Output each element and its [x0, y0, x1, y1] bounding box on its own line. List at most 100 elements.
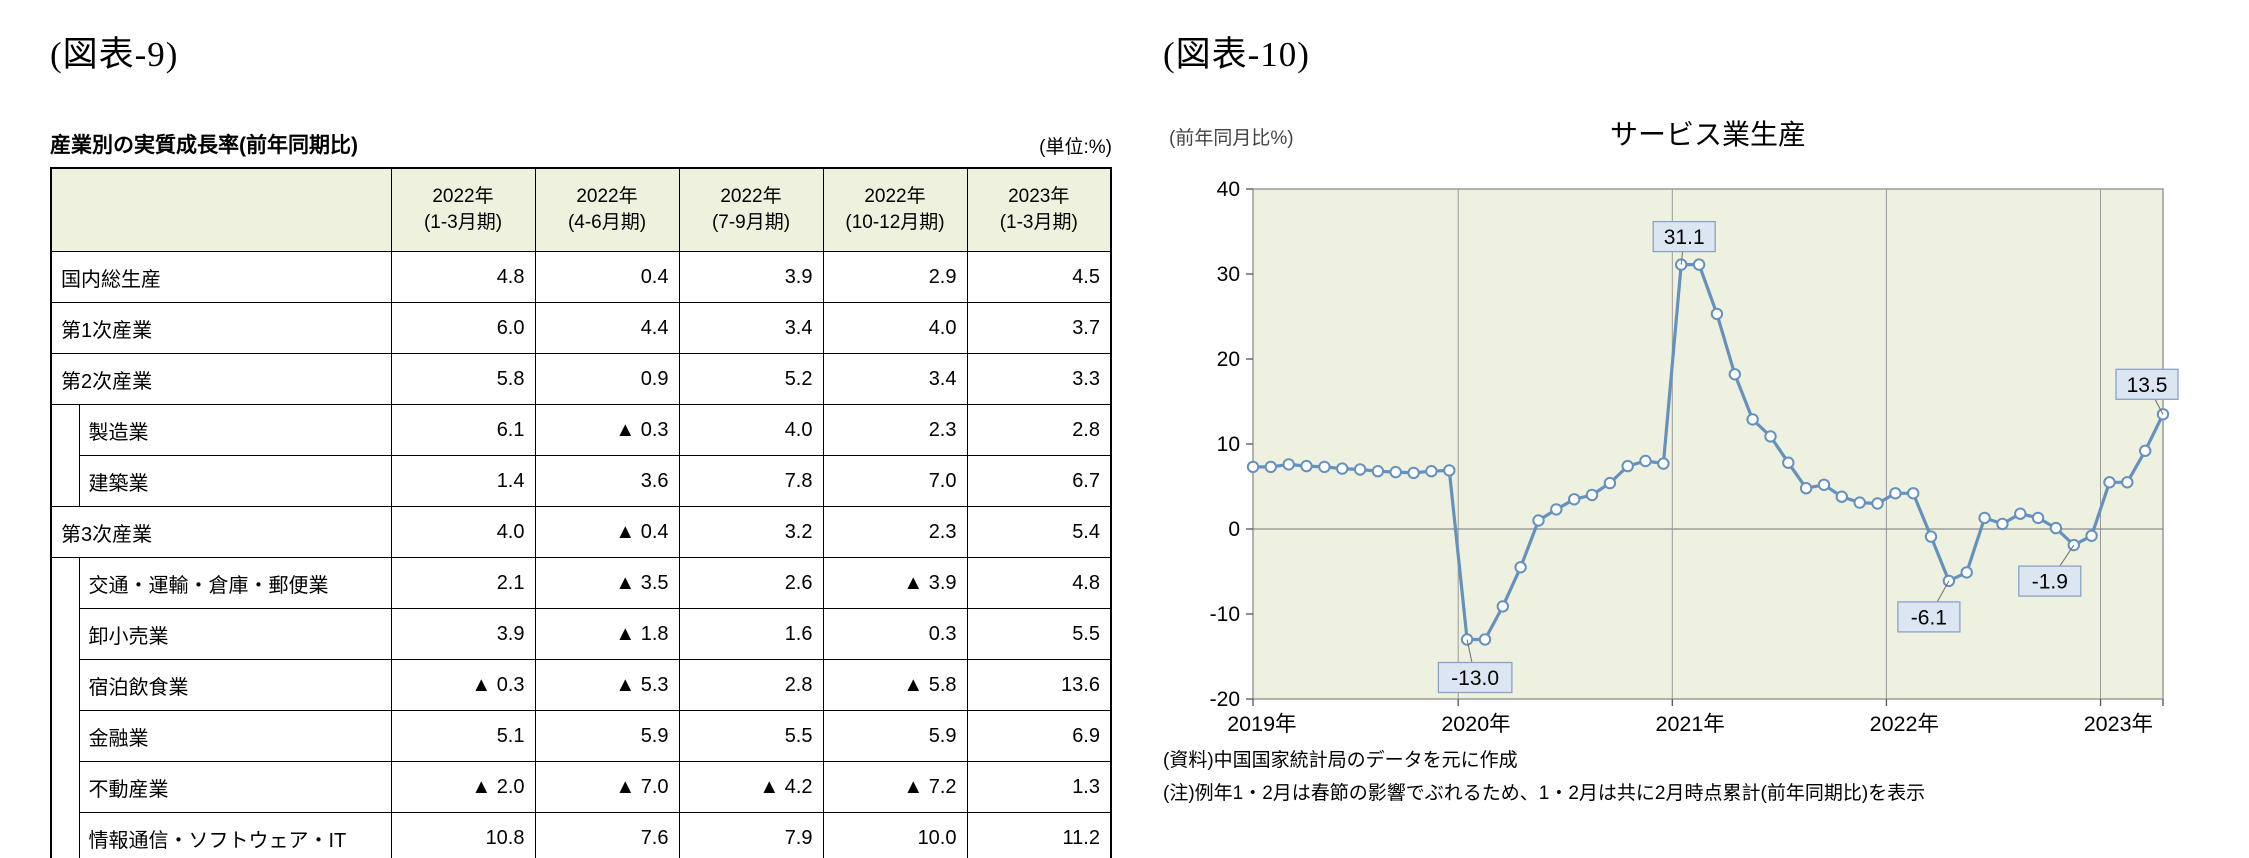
row-label: 不動産業 — [78, 761, 392, 813]
plot-area — [1252, 188, 2164, 700]
data-point-marker — [1996, 517, 2009, 531]
value-cell: 4.0 — [390, 506, 536, 558]
data-point-marker — [1353, 463, 1367, 476]
value-cell: 2.9 — [822, 251, 968, 303]
value-cell: 2.3 — [822, 404, 968, 456]
value-cell: ▲ 1.8 — [534, 608, 680, 660]
value-cell: 7.0 — [822, 455, 968, 507]
row-label: 交通・運輸・倉庫・郵便業 — [78, 557, 392, 609]
value-cell: 3.3 — [966, 353, 1112, 405]
value-cell: 4.4 — [534, 302, 680, 354]
annotation-value-label: 13.5 — [2127, 374, 2168, 397]
data-point-marker — [1425, 465, 1438, 478]
data-point-marker — [1514, 561, 1527, 574]
annotation-box — [1437, 661, 1513, 694]
value-cell: ▲ 2.0 — [390, 761, 536, 813]
unit-label: (単位:%) — [1039, 137, 1112, 158]
data-point-marker — [1835, 490, 1848, 503]
value-cell: 3.9 — [678, 251, 824, 303]
row-label: 金融業 — [78, 710, 392, 762]
value-cell: 5.4 — [966, 506, 1112, 558]
data-point-marker — [1639, 454, 1652, 468]
data-point-marker — [2067, 538, 2080, 552]
figure-10-note: (注)例年1・2月は春節の影響でぶれるため、1・2月は共に2月時点累計(前年同期… — [1163, 783, 1926, 804]
value-cell: 3.6 — [534, 455, 680, 507]
table-row: 第1次産業 6.0 4.4 3.4 4.0 3.7 — [50, 302, 1112, 354]
table-body: 国内総生産 4.8 0.4 3.9 2.9 4.5 第1次産業 6.0 4.4 3.4 4.0 3.7… — [50, 251, 1112, 858]
column-header: 2023年 (1-3月期) — [966, 167, 1112, 252]
data-point-marker — [1924, 530, 1938, 543]
series-line — [1253, 263, 2165, 642]
annotation-box — [1652, 220, 1716, 253]
x-axis-year-label: 2020年 — [1441, 712, 1510, 736]
data-point-marker — [1675, 258, 1688, 271]
value-cell: 3.7 — [966, 302, 1112, 354]
table-row: 国内総生産 4.8 0.4 3.9 2.9 4.5 — [50, 251, 1112, 303]
value-cell: 6.7 — [966, 455, 1112, 507]
value-cell: 10.0 — [822, 812, 968, 858]
column-header: 2022年 (4-6月期) — [534, 167, 680, 252]
row-label: 卸小売業 — [78, 608, 392, 660]
row-label: 宿泊飲食業 — [78, 659, 392, 711]
indent-spacer — [50, 404, 80, 507]
annotation-box — [2018, 565, 2082, 597]
data-point-marker — [1907, 487, 1920, 500]
value-cell: 5.9 — [822, 710, 968, 762]
value-cell: 4.5 — [966, 251, 1112, 303]
data-point-marker — [1657, 457, 1670, 470]
column-header: 2022年 (7-9月期) — [678, 167, 824, 252]
value-cell: 10.8 — [390, 812, 536, 858]
annotation-value-label: -1.9 — [2032, 571, 2068, 594]
data-point-marker — [2014, 507, 2027, 520]
value-cell: 3.4 — [678, 302, 824, 354]
value-cell: 6.0 — [390, 302, 536, 354]
data-point-marker — [1478, 633, 1492, 646]
data-point-marker — [2049, 521, 2063, 535]
row-label: 第1次産業 — [50, 302, 392, 354]
table-title: 産業別の実質成長率(前年同期比) — [50, 134, 358, 157]
value-cell: ▲ 0.3 — [534, 404, 680, 456]
data-point-marker — [1389, 465, 1402, 479]
value-cell: ▲ 0.4 — [534, 506, 680, 558]
y-tick-label: 10 — [1217, 433, 1240, 456]
table-row: 卸小売業 3.9 ▲ 1.8 1.6 0.3 5.5 — [51, 608, 1112, 660]
data-point-marker — [1960, 566, 1973, 579]
value-cell: 2.8 — [678, 659, 824, 711]
value-cell: 13.6 — [966, 659, 1112, 711]
value-cell: 2.6 — [678, 557, 824, 609]
value-cell: 6.1 — [390, 404, 536, 456]
column-header: 2022年 (10-12月期) — [822, 167, 968, 252]
column-header: 2022年 (1-3月期) — [390, 167, 536, 252]
value-cell: 5.9 — [534, 710, 680, 762]
data-point-marker — [1371, 465, 1385, 478]
data-point-marker — [1942, 574, 1956, 588]
value-cell: 3.2 — [678, 506, 824, 558]
data-point-marker — [2085, 529, 2098, 542]
data-point-marker — [1318, 460, 1331, 474]
data-point-marker — [2121, 476, 2134, 489]
data-point-marker — [1568, 493, 1581, 506]
value-cell: 3.4 — [822, 353, 968, 405]
figure-10-heading: (図表-10) — [1163, 35, 1310, 74]
data-point-marker — [1692, 258, 1706, 271]
data-point-marker — [1603, 476, 1617, 490]
y-tick-label: 20 — [1217, 348, 1240, 371]
figure-10-source: (資料)中国国家統計局のデータを元に作成 — [1163, 750, 1518, 771]
industry-growth-table: 2022年 (1-3月期) 2022年 (4-6月期) 2022年 (7-9月期) 2022… — [50, 167, 1112, 858]
data-point-marker — [1621, 459, 1634, 473]
data-point-marker — [1889, 487, 1902, 500]
y-tick-label: -10 — [1210, 603, 1240, 626]
data-point-marker — [1746, 413, 1759, 426]
y-tick-label: 40 — [1217, 178, 1240, 201]
data-point-marker — [1282, 458, 1295, 471]
data-point-marker — [1871, 497, 1884, 510]
figure-10: (図表-10) (前年同月比%) サービス業生産 40 30 20 10 0 -10 -20… — [1163, 26, 2243, 805]
table-caption-row: 産業別の実質成長率(前年同期比) (単位:%) — [50, 129, 1112, 159]
value-cell: 4.8 — [966, 557, 1112, 609]
table-row: 建築業 1.4 3.6 7.8 7.0 6.7 — [51, 455, 1112, 507]
indent-spacer — [50, 557, 80, 858]
value-cell: 5.1 — [390, 710, 536, 762]
value-cell: ▲ 5.3 — [534, 659, 680, 711]
value-cell: ▲ 5.8 — [822, 659, 968, 711]
